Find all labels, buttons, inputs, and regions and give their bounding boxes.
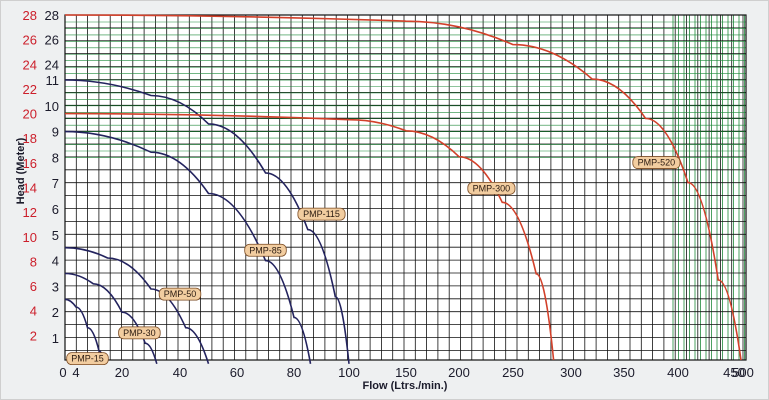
pump-curve-pmp-30 — [64, 272, 158, 365]
y-tick-label-alt: 4 — [52, 254, 59, 269]
plot-frame — [64, 14, 747, 361]
y-tick-label-meter: 18 — [23, 131, 37, 146]
pump-curve-pmp-115 — [64, 79, 350, 364]
y-tick-label-alt: 28 — [45, 8, 59, 23]
pump-label-text: PMP-300 — [473, 183, 511, 193]
plot-area — [65, 15, 746, 360]
x-tick-label: 200 — [448, 365, 470, 380]
x-tick-label: 350 — [613, 365, 635, 380]
x-tick-label: 250 — [502, 365, 524, 380]
pump-label-text: PMP-30 — [123, 328, 156, 338]
y-axis-label: Head (Meter) — [15, 137, 27, 204]
y-tick-label-alt: 9 — [52, 125, 59, 140]
pump-label-box — [66, 352, 109, 366]
pump-label-box — [467, 181, 516, 195]
y-tick-label-alt: 26 — [45, 33, 59, 48]
y-tick-label-alt: 6 — [52, 202, 59, 217]
y-tick-label-meter: 2 — [30, 328, 37, 343]
x-tick-label: 100 — [338, 365, 360, 380]
y-tick-label-meter: 8 — [30, 254, 37, 269]
y-tick-label-alt: 5 — [52, 228, 59, 243]
y-tick-label-meter: 6 — [30, 279, 37, 294]
pump-label-text: PMP-520 — [638, 158, 676, 168]
x-tick-label: 500 — [732, 365, 754, 380]
y-tick-label-meter: 24 — [23, 57, 37, 72]
x-tick-label: 20 — [115, 365, 129, 380]
x-tick-label: 4 — [72, 365, 79, 380]
y-tick-label-alt: 3 — [52, 279, 59, 294]
pump-label-text: PMP-50 — [164, 289, 197, 299]
y-tick-label-alt: 8 — [52, 150, 59, 165]
x-tick-label: 300 — [560, 365, 582, 380]
y-tick-label-alt: 24 — [45, 57, 59, 72]
x-tick-label: 40 — [173, 365, 187, 380]
x-tick-label: 450 — [723, 365, 745, 380]
y-tick-label-meter: 4 — [30, 304, 37, 319]
y-tick-label-meter: 20 — [23, 107, 37, 122]
y-tick-label-alt: 1 — [52, 331, 59, 346]
pump-curve-pmp-300 — [64, 112, 555, 361]
pump-curve-pmp-85 — [64, 130, 312, 364]
pump-curve-pmp-15 — [64, 298, 106, 364]
pump-label-box — [118, 326, 161, 340]
pump-label-text: PMP-115 — [303, 209, 340, 219]
pump-label-box — [244, 243, 287, 257]
pump-curve-pmp-520 — [64, 14, 742, 361]
y-tick-label-meter: 28 — [23, 8, 37, 23]
y-tick-label-meter: 12 — [23, 205, 37, 220]
x-axis-label: Flow (Ltrs./min.) — [363, 380, 448, 392]
pump-label-box — [297, 207, 346, 221]
y-tick-label-meter: 10 — [23, 230, 37, 245]
pump-label-box — [158, 287, 202, 301]
y-tick-label-meter: 22 — [23, 82, 37, 97]
y-tick-label-meter: 14 — [23, 181, 37, 196]
pump-labels: PMP-15 PMP-30 PMP-50 PMP-85 PMP-115 PMP-300 PM… — [66, 156, 681, 366]
x-tick-label: 80 — [287, 365, 301, 380]
x-tick-label: 400 — [667, 365, 689, 380]
x-tick-label: 60 — [230, 365, 244, 380]
y-tick-label-alt: 7 — [52, 176, 59, 191]
x-tick-label: 150 — [395, 365, 417, 380]
pump-label-box — [632, 156, 681, 169]
pump-label-text: PMP-85 — [249, 245, 282, 255]
y-tick-label-meter: 26 — [23, 33, 37, 48]
y-tick-label-alt: 2 — [52, 305, 59, 320]
y-tick-label-alt: 10 — [45, 99, 59, 114]
y-tick-label-alt: 11 — [46, 73, 60, 88]
x-tick-label: 0 — [59, 365, 66, 380]
pump-label-text: PMP-15 — [71, 354, 104, 364]
y-tick-label-meter: 16 — [23, 156, 37, 171]
grid-lines — [64, 14, 746, 360]
pump-curve-pmp-50 — [64, 246, 210, 365]
pump-curves — [64, 14, 742, 365]
